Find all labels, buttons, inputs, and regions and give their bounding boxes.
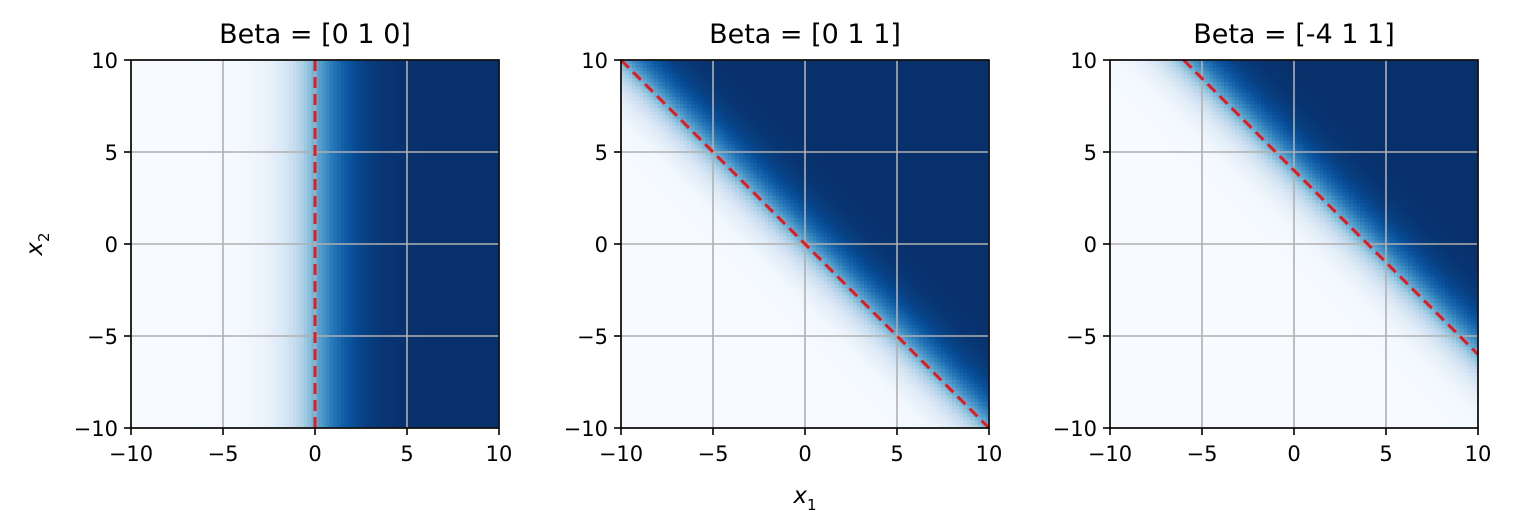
y-tick-label: −5 — [1066, 325, 1097, 349]
x-tick-label: 0 — [798, 442, 811, 466]
y-tick-label: −5 — [577, 325, 608, 349]
y-tick-label: −5 — [87, 325, 118, 349]
panel-title: Beta = [-4 1 1] — [1193, 19, 1395, 50]
y-tick-label: 10 — [1070, 49, 1097, 73]
x-tick-label: 5 — [400, 442, 413, 466]
decision-boundary-line — [1182, 58, 1480, 356]
x-tick-label: 0 — [1287, 442, 1300, 466]
panels: −10 −5 0 5 10 −10 −5 0 5 10 Beta = [0 1 0] x2 −10 −5 0… — [22, 19, 1491, 514]
x-tick-label: −10 — [599, 442, 643, 466]
x-tick-label: −10 — [1088, 442, 1132, 466]
x-tick-label: −5 — [208, 442, 239, 466]
panel-1: −10 −5 0 5 10 −10 −5 0 5 10 Beta = [0 1 0] x2 — [22, 19, 512, 466]
y-tick-label: 5 — [595, 141, 608, 165]
panel-title: Beta = [0 1 1] — [709, 19, 901, 50]
y-tick-label: −10 — [74, 417, 118, 441]
y-tick-label: 0 — [1084, 233, 1097, 257]
x-tick-label: 10 — [486, 442, 513, 466]
y-tick-label: 10 — [581, 49, 608, 73]
x-axis-label: x1 — [792, 483, 816, 514]
panel-2: −10 −5 0 5 10 −10 −5 0 5 10 Beta = [0 1 1] x1 — [564, 19, 1003, 514]
x-tick-label: 10 — [976, 442, 1003, 466]
y-tick-label: −10 — [1053, 417, 1097, 441]
y-tick-label: 5 — [1084, 141, 1097, 165]
panel-title: Beta = [0 1 0] — [219, 19, 411, 50]
y-axis-label: x2 — [22, 232, 53, 256]
x-tick-label: 0 — [308, 442, 321, 466]
x-tick-label: −5 — [1187, 442, 1218, 466]
x-tick-label: −10 — [109, 442, 153, 466]
y-tick-label: 5 — [105, 141, 118, 165]
x-tick-label: 5 — [1379, 442, 1392, 466]
decision-boundary-line — [619, 58, 991, 430]
x-tick-label: −5 — [698, 442, 729, 466]
panel-3: −10 −5 0 5 10 −10 −5 0 5 10 Beta = [-4 1 1] — [1053, 19, 1492, 466]
x-tick-label: 5 — [890, 442, 903, 466]
y-tick-label: 10 — [91, 49, 118, 73]
x-tick-label: 10 — [1465, 442, 1492, 466]
y-tick-label: 0 — [105, 233, 118, 257]
y-tick-label: 0 — [595, 233, 608, 257]
y-tick-label: −10 — [564, 417, 608, 441]
